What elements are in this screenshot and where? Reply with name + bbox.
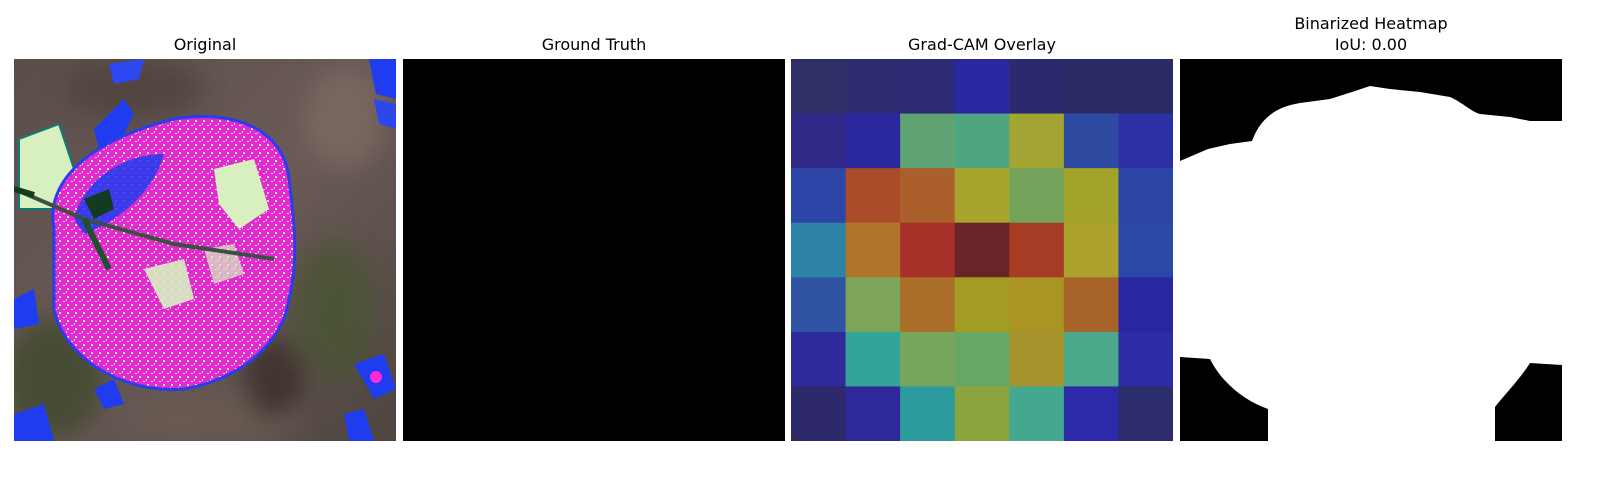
gradcam-cell [1063,113,1120,169]
gradcam-cell [845,59,901,115]
gradcam-cell [900,386,956,441]
gradcam-cell [1009,113,1065,169]
gradcam-cell [1063,386,1120,441]
gradcam-cell [1118,331,1173,388]
gradcam-cell [791,331,847,388]
gradcam-cell [954,168,1010,224]
gradcam-cell [900,59,956,115]
original-panel: Original [14,0,396,500]
gradcam-cell [791,113,847,169]
gradcam-cell [1063,277,1120,333]
gradcam-cell [791,222,847,278]
gradcam-cell [1063,331,1120,388]
gradcam-title: Grad-CAM Overlay [908,35,1056,54]
gradcam-cell [900,222,956,278]
binarized-mask [1180,59,1562,441]
gradcam-cell [845,222,901,278]
gradcam-heatmap [791,59,1173,441]
gradcam-cell [1118,222,1173,278]
gradcam-cell [845,113,901,169]
gradcam-cell [845,386,901,441]
gradcam-cell [791,59,847,115]
original-image [14,59,396,441]
gradcam-panel: Grad-CAM Overlay [791,0,1173,500]
gradcam-cell [900,277,956,333]
gradcam-cell [791,386,847,441]
gradcam-cell [1009,331,1065,388]
gradcam-cell [1009,277,1065,333]
gradcam-cell [954,331,1010,388]
gradcam-cell [1118,386,1173,441]
gradcam-cell [845,331,901,388]
ground-truth-mask [403,59,785,441]
gradcam-cell [1118,168,1173,224]
ground-truth-panel: Ground Truth [403,0,785,500]
gradcam-cell [1063,59,1120,115]
original-title: Original [173,35,237,54]
gradcam-cell [954,386,1010,441]
gradcam-cell [791,168,847,224]
gradcam-cell [900,331,956,388]
gradcam-cell [1009,59,1065,115]
gradcam-cell [954,59,1010,115]
binarized-title: Binarized Heatmap [1294,14,1448,33]
gradcam-cell [1118,113,1173,169]
gradcam-cell [1009,168,1065,224]
gradcam-cell [1009,222,1065,278]
gradcam-cell [900,113,956,169]
gradcam-cell [954,113,1010,169]
gradcam-cell [954,277,1010,333]
gradcam-cell [791,277,847,333]
gradcam-cell [954,222,1010,278]
gradcam-cell [1063,222,1120,278]
gradcam-cell [1063,168,1120,224]
gradcam-cell [845,277,901,333]
gradcam-cell [1118,277,1173,333]
gradcam-cell [845,168,901,224]
ground-truth-title: Ground Truth [541,35,647,54]
iou-score: IoU: 0.00 [1334,35,1408,54]
gradcam-cell [1009,386,1065,441]
gradcam-cell [900,168,956,224]
gradcam-cell [1118,59,1173,115]
binarized-panel: Binarized Heatmap IoU: 0.00 [1180,0,1562,500]
